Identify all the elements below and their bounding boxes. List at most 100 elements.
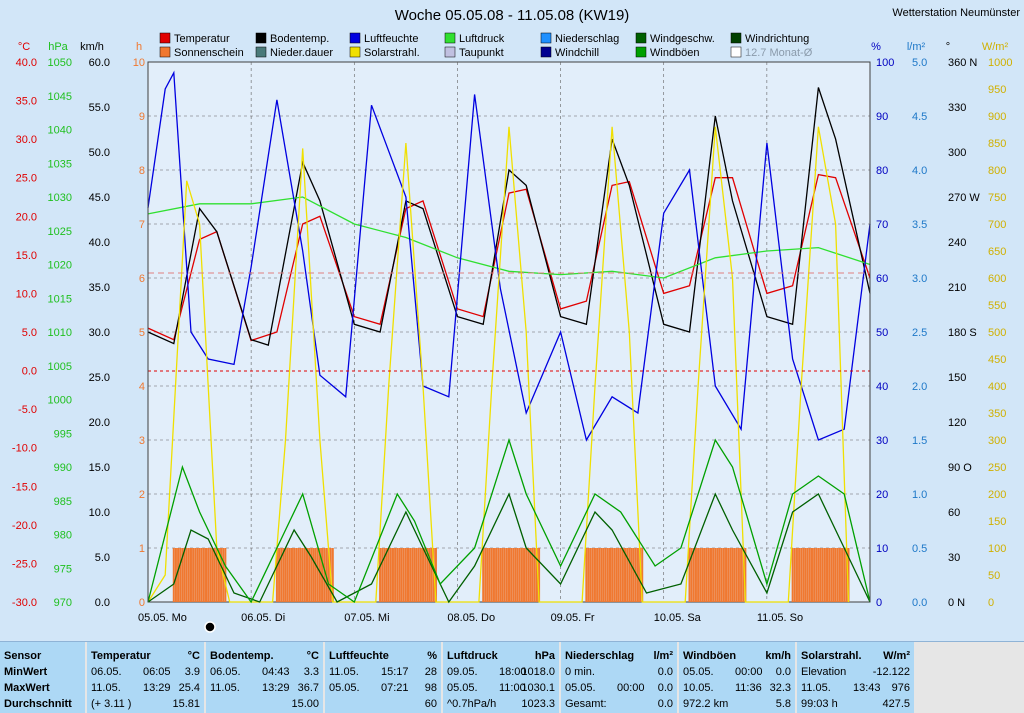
sunshine-bar: [585, 548, 588, 602]
axis-tick-wind: 45.0: [89, 192, 110, 204]
axis-tick-temp: -10.0: [12, 443, 37, 455]
sunshine-bar: [531, 548, 534, 602]
stats-column-hum: Luftfeuchte% 11.05. 15:17 28 05.05. 07:21 98 60: [325, 642, 443, 713]
sunshine-bar: [694, 548, 697, 602]
sunshine-bar: [630, 548, 633, 602]
sunshine-bar: [795, 548, 798, 602]
statistics-table: Sensor MinWert MaxWert Durchschnitt Temperat…: [0, 641, 1024, 713]
stats-column-soil: Bodentemp. °C 06.05. 04:43 3.3 11.05. 13:29 36.…: [206, 642, 325, 713]
sunshine-bar: [527, 548, 530, 602]
sunshine-bar: [387, 548, 390, 602]
legend-swatch: [159, 32, 171, 44]
sunshine-bar: [523, 548, 526, 602]
sunshine-bar: [503, 548, 506, 602]
axis-tick-temp: -5.0: [18, 404, 37, 416]
sunshine-bar: [800, 548, 803, 602]
sunshine-bar: [318, 548, 321, 602]
axis-tick-press: 1045: [48, 91, 72, 103]
series-windgeschw: [147, 492, 871, 604]
axis-tick-humidity: 50: [876, 327, 888, 339]
sunshine-bar: [617, 548, 620, 602]
sunshine-bar: [411, 548, 414, 602]
sunshine-bar: [731, 548, 734, 602]
legend-label: Windgeschw.: [650, 33, 715, 45]
axis-tick-humidity: 80: [876, 165, 888, 177]
sunshine-bar: [419, 548, 422, 602]
sunshine-bar: [391, 548, 394, 602]
sunshine-bar: [396, 548, 399, 602]
sunshine-bar: [716, 548, 719, 602]
legend-label: Bodentemp.: [270, 33, 329, 45]
axis-tick-temp: -25.0: [12, 558, 37, 570]
series-luftdruck: [147, 196, 871, 279]
axis-tick-press: 1000: [48, 395, 72, 407]
axis-tick-direction: 360 N: [948, 57, 977, 69]
axis-tick-humidity: 60: [876, 273, 888, 285]
axis-tick-temp: 40.0: [16, 57, 37, 69]
legend-swatch: [540, 46, 552, 58]
sunshine-bar: [495, 548, 498, 602]
sunshine-bar: [422, 548, 425, 602]
sunshine-bar: [845, 548, 848, 602]
sunshine-bar: [301, 548, 304, 602]
axis-tick-press: 1035: [48, 158, 72, 170]
sunshine-bar: [707, 548, 710, 602]
time-marker-icon[interactable]: [204, 621, 216, 633]
axis-tick-humidity: 90: [876, 111, 888, 123]
axis-tick-solar: 200: [988, 489, 1006, 501]
legend-label: Windrichtung: [745, 33, 809, 45]
sunshine-bar: [284, 548, 287, 602]
legend-swatch: [255, 32, 267, 44]
legend-label: Nieder.dauer: [270, 47, 333, 59]
sunshine-bar: [200, 548, 203, 602]
sunshine-bar: [174, 548, 177, 602]
legend-swatch: [255, 46, 267, 58]
sunshine-bar: [808, 548, 811, 602]
sunshine-bar: [295, 548, 298, 602]
sunshine-bar: [798, 548, 801, 602]
axis-tick-solar: 550: [988, 300, 1006, 312]
series-temperatur: [147, 173, 871, 342]
sunshine-bar: [508, 548, 510, 602]
sunshine-bar: [817, 548, 820, 602]
sunshine-bar: [516, 548, 519, 602]
sunshine-bar: [729, 548, 732, 602]
sunshine-bar: [819, 548, 822, 602]
sunshine-bar: [813, 548, 816, 602]
sunshine-bar: [213, 548, 216, 602]
series-solarstrahl: [147, 126, 850, 603]
sunshine-bar: [183, 548, 186, 602]
axis-tick-temp: 35.0: [16, 96, 37, 108]
axis-tick-rain: 3.5: [912, 219, 927, 231]
sunshine-bar: [836, 548, 839, 602]
axis-tick-wind: 50.0: [89, 147, 110, 159]
series-bodentemp: [147, 87, 871, 346]
axis-tick-solar: 600: [988, 273, 1006, 285]
day-label: 08.05. Do: [447, 612, 495, 624]
sunshine-bar: [699, 548, 702, 602]
axis-tick-hours: 6: [139, 273, 145, 285]
sunshine-bar: [327, 548, 330, 602]
stats-column-press: Luftdruck hPa 09.05. 18:00 1018.0 05.05. 11:00…: [443, 642, 561, 713]
axis-tick-solar: 50: [988, 570, 1000, 582]
axis-tick-hours: 10: [133, 57, 145, 69]
legend-swatch: [730, 46, 742, 58]
sunshine-bar: [834, 548, 837, 602]
sunshine-bar: [286, 548, 289, 602]
sunshine-bar: [841, 548, 844, 602]
axis-tick-rain: 3.0: [912, 273, 927, 285]
sunshine-bar: [535, 548, 538, 602]
axis-tick-press: 985: [54, 496, 72, 508]
axis-tick-press: 990: [54, 462, 72, 474]
axis-tick-solar: 650: [988, 246, 1006, 258]
sunshine-bar: [192, 548, 195, 602]
legend-swatch: [444, 32, 456, 44]
axis-tick-humidity: 100: [876, 57, 894, 69]
sunshine-bar: [611, 548, 614, 602]
sunshine-bar: [793, 548, 796, 602]
axis-tick-rain: 5.0: [912, 57, 927, 69]
legend-label: Windböen: [650, 47, 700, 59]
sunshine-bar: [314, 548, 317, 602]
sunshine-bar: [428, 548, 431, 602]
axis-tick-press: 995: [54, 428, 72, 440]
